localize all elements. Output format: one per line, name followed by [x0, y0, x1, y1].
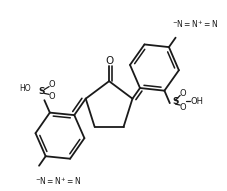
Text: O: O [48, 92, 55, 101]
Text: O: O [179, 103, 185, 112]
Text: $^{-}$N$=$N$^{+}$$=$N: $^{-}$N$=$N$^{+}$$=$N [171, 18, 217, 30]
Text: O: O [48, 80, 55, 89]
Text: OH: OH [190, 97, 203, 106]
Text: S: S [38, 87, 44, 96]
Text: O: O [179, 89, 185, 98]
Text: O: O [104, 56, 113, 66]
Text: HO: HO [20, 84, 31, 93]
Text: $^{-}$N$=$N$^{+}$$=$N: $^{-}$N$=$N$^{+}$$=$N [35, 176, 82, 187]
Text: S: S [172, 97, 178, 106]
